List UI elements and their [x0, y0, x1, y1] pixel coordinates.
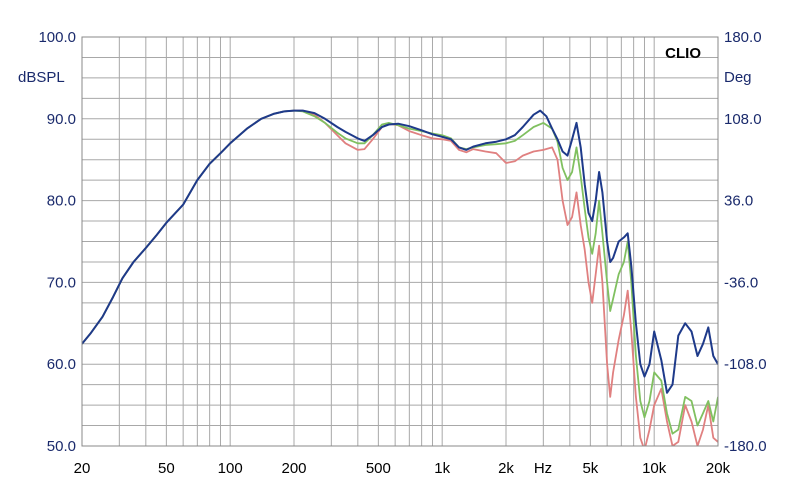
- y-tick-label: 80.0: [47, 193, 76, 210]
- y2-tick-label: -180.0: [724, 438, 767, 455]
- y-axis-label: dBSPL: [18, 69, 65, 86]
- y2-tick-label: 108.0: [724, 111, 762, 128]
- y2-axis-label: Deg: [724, 69, 752, 86]
- x-axis-label: Hz: [534, 460, 552, 477]
- grid: [82, 37, 718, 446]
- y2-tick-label: -36.0: [724, 274, 758, 291]
- y-tick-label: 50.0: [47, 438, 76, 455]
- x-tick-label: 20k: [706, 460, 731, 477]
- x-tick-label: 5k: [582, 460, 598, 477]
- x-tick-label: 10k: [642, 460, 667, 477]
- series-line-1: [82, 109, 718, 446]
- x-tick-label: 20: [74, 460, 91, 477]
- y-tick-label: 70.0: [47, 274, 76, 291]
- series-line-3: [82, 109, 718, 394]
- x-tick-label: 2k: [498, 460, 514, 477]
- y2-tick-label: 36.0: [724, 193, 753, 210]
- x-tick-label: 50: [158, 460, 175, 477]
- x-tick-label: 100: [218, 460, 243, 477]
- brand-label: CLIO: [665, 45, 701, 62]
- y-axis-ticks: 100.0 90.0 80.0 70.0 60.0 50.0: [38, 29, 76, 455]
- y2-tick-label: 180.0: [724, 29, 762, 46]
- x-axis-ticks: 20 50 100 200 500 1k 2k 5k 10k 20k: [74, 460, 731, 477]
- x-tick-label: 1k: [434, 460, 450, 477]
- x-tick-label: 500: [366, 460, 391, 477]
- y2-tick-label: -108.0: [724, 356, 767, 373]
- y-tick-label: 90.0: [47, 111, 76, 128]
- y-tick-label: 60.0: [47, 356, 76, 373]
- series-line-2: [82, 109, 718, 435]
- y-tick-label: 100.0: [38, 29, 76, 46]
- plot-frame: [81, 36, 719, 447]
- x-tick-label: 200: [281, 460, 306, 477]
- y2-axis-ticks: 180.0 108.0 36.0 -36.0 -108.0 -180.0: [724, 29, 767, 455]
- series-group: [82, 109, 718, 446]
